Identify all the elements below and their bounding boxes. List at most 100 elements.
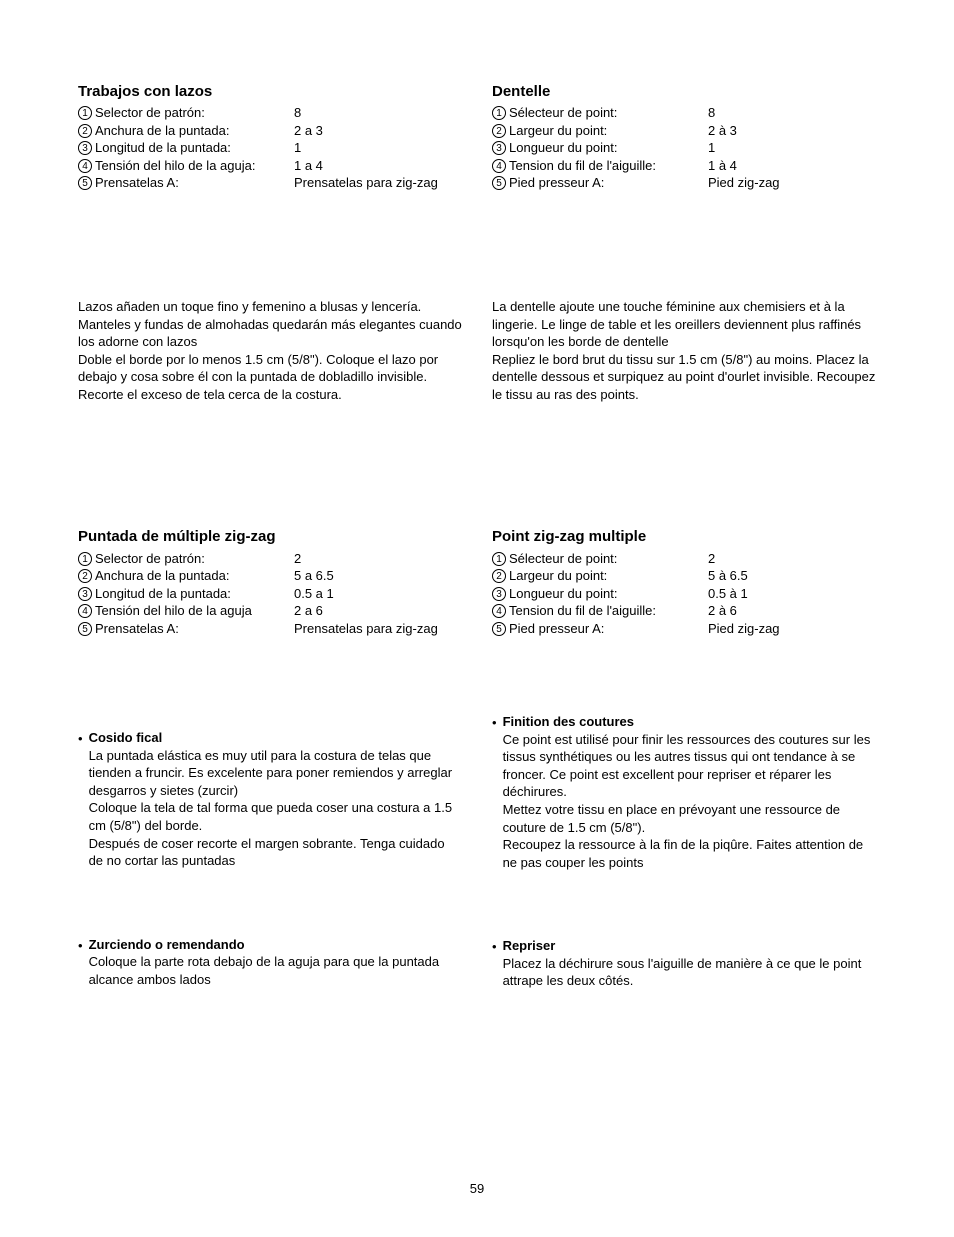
setting-row: 3Longueur du point:1 [492, 139, 876, 157]
settings-list: 1Selector de patrón:22Anchura de la punt… [78, 550, 462, 638]
setting-row: 2Anchura de la puntada:5 a 6.5 [78, 567, 462, 585]
circled-number-icon: 3 [492, 141, 506, 155]
circled-number-icon: 4 [78, 159, 92, 173]
setting-row: 2Anchura de la puntada:2 a 3 [78, 122, 462, 140]
setting-label-text: Largeur du point: [509, 122, 607, 140]
setting-value: 2 à 6 [708, 602, 876, 620]
circled-number-icon: 4 [492, 159, 506, 173]
setting-row: 5Prensatelas A:Prensatelas para zig-zag [78, 174, 462, 192]
setting-value: 8 [708, 104, 876, 122]
body-text: Lazos añaden un toque fino y femenino a … [78, 298, 462, 403]
setting-value: 5 à 6.5 [708, 567, 876, 585]
setting-row: 1Selector de patrón:8 [78, 104, 462, 122]
circled-number-icon: 4 [78, 604, 92, 618]
setting-label: 5Prensatelas A: [78, 620, 294, 638]
setting-label-text: Selector de patrón: [95, 104, 205, 122]
setting-value: 2 a 6 [294, 602, 462, 620]
setting-value: 1 à 4 [708, 157, 876, 175]
setting-value: 0.5 a 1 [294, 585, 462, 603]
setting-label: 3Longitud de la puntada: [78, 139, 294, 157]
setting-label-text: Tension du fil de l'aiguille: [509, 157, 656, 175]
setting-label-text: Sélecteur de point: [509, 104, 617, 122]
sub-title: Finition des coutures [503, 713, 876, 731]
setting-label-text: Longitud de la puntada: [95, 585, 231, 603]
setting-label: 1Sélecteur de point: [492, 104, 708, 122]
page-number: 59 [78, 1180, 876, 1198]
circled-number-icon: 2 [492, 124, 506, 138]
setting-row: 5Prensatelas A:Prensatelas para zig-zag [78, 620, 462, 638]
setting-label: 3Longitud de la puntada: [78, 585, 294, 603]
bullet-icon: • [492, 714, 497, 732]
setting-row: 3Longueur du point:0.5 à 1 [492, 585, 876, 603]
setting-value: Prensatelas para zig-zag [294, 620, 462, 638]
setting-label: 1Selector de patrón: [78, 550, 294, 568]
setting-label-text: Prensatelas A: [95, 174, 179, 192]
circled-number-icon: 1 [78, 552, 92, 566]
setting-value: 1 [708, 139, 876, 157]
setting-value: 1 a 4 [294, 157, 462, 175]
circled-number-icon: 5 [78, 176, 92, 190]
setting-label: 2Anchura de la puntada: [78, 567, 294, 585]
setting-value: Pied zig-zag [708, 174, 876, 192]
setting-label-text: Longueur du point: [509, 585, 617, 603]
setting-label-text: Prensatelas A: [95, 620, 179, 638]
sub-body: La puntada elástica es muy util para la … [89, 747, 462, 870]
settings-list: 1Selector de patrón:82Anchura de la punt… [78, 104, 462, 192]
setting-value: 8 [294, 104, 462, 122]
setting-label: 5Prensatelas A: [78, 174, 294, 192]
setting-label-text: Sélecteur de point: [509, 550, 617, 568]
circled-number-icon: 1 [78, 106, 92, 120]
sub-title: Repriser [503, 937, 876, 955]
sub-section: • Repriser Placez la déchirure sous l'ai… [492, 937, 876, 990]
circled-number-icon: 2 [78, 124, 92, 138]
setting-label: 1Selector de patrón: [78, 104, 294, 122]
setting-label: 2Largeur du point: [492, 122, 708, 140]
setting-label: 1Sélecteur de point: [492, 550, 708, 568]
sub-body: Ce point est utilisé pour finir les ress… [503, 731, 876, 871]
setting-row: 4Tensión del hilo de la aguja:1 a 4 [78, 157, 462, 175]
setting-row: 5Pied presseur A:Pied zig-zag [492, 174, 876, 192]
setting-label: 4Tensión del hilo de la aguja [78, 602, 294, 620]
circled-number-icon: 5 [492, 176, 506, 190]
setting-value: 5 a 6.5 [294, 567, 462, 585]
right-column: Dentelle 1Sélecteur de point:82Largeur d… [492, 82, 876, 990]
setting-value: 1 [294, 139, 462, 157]
body-text: La dentelle ajoute une touche féminine a… [492, 298, 876, 403]
setting-value: 2 [708, 550, 876, 568]
sub-section: • Cosido fical La puntada elástica es mu… [78, 729, 462, 869]
sub-title: Zurciendo o remendando [89, 936, 462, 954]
section-title: Point zig-zag multiple [492, 527, 876, 547]
section-title: Trabajos con lazos [78, 82, 462, 102]
circled-number-icon: 4 [492, 604, 506, 618]
setting-row: 3Longitud de la puntada:1 [78, 139, 462, 157]
setting-label: 3Longueur du point: [492, 139, 708, 157]
setting-label-text: Anchura de la puntada: [95, 567, 229, 585]
setting-row: 5Pied presseur A:Pied zig-zag [492, 620, 876, 638]
setting-value: 2 a 3 [294, 122, 462, 140]
bullet-icon: • [78, 937, 83, 955]
setting-row: 1Selector de patrón:2 [78, 550, 462, 568]
bullet-icon: • [492, 938, 497, 956]
sub-body: Placez la déchirure sous l'aiguille de m… [503, 955, 876, 990]
section-title: Puntada de múltiple zig-zag [78, 527, 462, 547]
circled-number-icon: 2 [492, 569, 506, 583]
section-title: Dentelle [492, 82, 876, 102]
setting-label: 3Longueur du point: [492, 585, 708, 603]
setting-label-text: Longitud de la puntada: [95, 139, 231, 157]
setting-label: 2Largeur du point: [492, 567, 708, 585]
setting-label: 5Pied presseur A: [492, 174, 708, 192]
circled-number-icon: 2 [78, 569, 92, 583]
circled-number-icon: 1 [492, 552, 506, 566]
circled-number-icon: 5 [492, 622, 506, 636]
setting-label: 4Tensión del hilo de la aguja: [78, 157, 294, 175]
circled-number-icon: 3 [492, 587, 506, 601]
sub-section: • Finition des coutures Ce point est uti… [492, 713, 876, 871]
sub-section: • Zurciendo o remendando Coloque la part… [78, 936, 462, 989]
setting-label-text: Longueur du point: [509, 139, 617, 157]
page-columns: Trabajos con lazos 1Selector de patrón:8… [78, 82, 876, 990]
bullet-icon: • [78, 730, 83, 748]
settings-list: 1Sélecteur de point:22Largeur du point:5… [492, 550, 876, 638]
setting-row: 1Sélecteur de point:2 [492, 550, 876, 568]
setting-label-text: Selector de patrón: [95, 550, 205, 568]
setting-row: 4Tensión del hilo de la aguja2 a 6 [78, 602, 462, 620]
